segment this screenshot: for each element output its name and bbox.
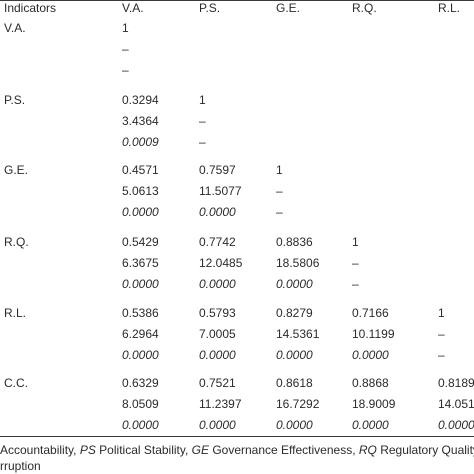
table-cell: 18.5806 bbox=[276, 256, 320, 270]
table-cell: 18.9009 bbox=[352, 397, 396, 411]
table-cell: – bbox=[276, 184, 283, 198]
table-cell: 6.2964 bbox=[122, 327, 159, 341]
table-cell: 0.5793 bbox=[199, 306, 236, 320]
table-cell: 0.7166 bbox=[352, 306, 389, 320]
table-cell: 7.0005 bbox=[199, 327, 236, 341]
table-cell: 0.0000 bbox=[352, 418, 389, 432]
table-cell: 5.0613 bbox=[122, 184, 159, 198]
table-cell: 0.0000 bbox=[199, 418, 236, 432]
footnote-abbreviation: GE bbox=[191, 443, 209, 457]
table-cell: 0.0000 bbox=[276, 277, 313, 291]
footnote-text: Accountability, bbox=[0, 443, 80, 457]
table-cell: 1 bbox=[438, 306, 445, 320]
column-header-ge: G.E. bbox=[276, 1, 301, 15]
table-cell: – bbox=[122, 63, 129, 77]
row-label-rl: R.L. bbox=[4, 306, 27, 320]
table-cell: 0.0000 bbox=[122, 418, 159, 432]
row-label-cc: C.C. bbox=[4, 376, 28, 390]
table-cell: 12.0485 bbox=[199, 256, 243, 270]
table-cell: 0.8618 bbox=[276, 376, 313, 390]
table-cell: 11.5077 bbox=[199, 184, 242, 198]
column-header-rq: R.Q. bbox=[352, 1, 377, 15]
table-cell: 11.2397 bbox=[199, 397, 242, 411]
table-cell: – bbox=[199, 114, 206, 128]
table-bottom-rule bbox=[0, 436, 474, 437]
column-header-ps: P.S. bbox=[199, 1, 221, 15]
footnote-text: Regulatory Quality, bbox=[376, 443, 474, 457]
table-cell: 6.3675 bbox=[122, 256, 159, 270]
table-top-rule bbox=[0, 0, 474, 1]
table-cell: 0.5429 bbox=[122, 235, 159, 249]
table-cell: 0.0000 bbox=[122, 277, 159, 291]
table-cell: 0.7521 bbox=[199, 376, 236, 390]
table-cell: – bbox=[438, 327, 445, 341]
table-cell: 0.6329 bbox=[122, 376, 159, 390]
table-cell: 0.0000 bbox=[438, 418, 474, 432]
table-cell: 1 bbox=[276, 163, 283, 177]
column-header-indicators: Indicators bbox=[4, 1, 57, 15]
table-cell: – bbox=[122, 42, 129, 56]
table-cell: 0.4571 bbox=[122, 163, 159, 177]
table-cell: 0.8279 bbox=[276, 306, 313, 320]
table-cell: 0.8836 bbox=[276, 235, 313, 249]
table-cell: 0.0000 bbox=[199, 348, 236, 362]
table-cell: – bbox=[438, 348, 445, 362]
table-cell: – bbox=[352, 277, 359, 291]
table-cell: 10.1199 bbox=[352, 327, 395, 341]
table-cell: 0.0009 bbox=[122, 135, 159, 149]
table-cell: 0.7597 bbox=[199, 163, 236, 177]
table-cell: 0.0000 bbox=[276, 418, 313, 432]
table-cell: 1 bbox=[199, 93, 206, 107]
table-cell: 0.5386 bbox=[122, 306, 159, 320]
table-cell: 0.0000 bbox=[276, 348, 313, 362]
column-header-va: V.A. bbox=[122, 1, 144, 15]
table-cell: 1 bbox=[352, 235, 359, 249]
footnote-line-2: rruption bbox=[0, 459, 41, 473]
table-cell: 14.051 bbox=[438, 397, 474, 411]
footnote-abbreviation: PS bbox=[79, 443, 96, 457]
footnote-line-1: Accountability, PS Political Stability, … bbox=[0, 443, 474, 457]
table-cell: 14.5361 bbox=[276, 327, 320, 341]
footnote-text: Governance Effectiveness, bbox=[209, 443, 359, 457]
table-cell: 1 bbox=[122, 21, 129, 35]
table-cell: – bbox=[352, 256, 359, 270]
table-cell: 0.0000 bbox=[122, 348, 159, 362]
table-cell: 0.0000 bbox=[352, 348, 389, 362]
table-cell: 3.4364 bbox=[122, 114, 159, 128]
table-cell: 0.8189 bbox=[438, 376, 474, 390]
row-label-ge: G.E. bbox=[4, 163, 29, 177]
row-label-rq: R.Q. bbox=[4, 235, 29, 249]
table-cell: 0.0000 bbox=[199, 205, 236, 219]
table-cell: 0.0000 bbox=[122, 205, 159, 219]
column-header-rl: R.L. bbox=[438, 1, 461, 15]
footnote-abbreviation: RQ bbox=[358, 443, 377, 457]
row-label-va: V.A. bbox=[4, 21, 26, 35]
table-cell: 0.8868 bbox=[352, 376, 389, 390]
table-cell: 16.7292 bbox=[276, 397, 320, 411]
row-label-ps: P.S. bbox=[4, 93, 26, 107]
table-cell: 0.0000 bbox=[199, 277, 236, 291]
table-cell: 8.0509 bbox=[122, 397, 159, 411]
table-cell: 0.3294 bbox=[122, 93, 159, 107]
table-cell: – bbox=[199, 135, 206, 149]
footnote-text: Political Stability, bbox=[95, 443, 192, 457]
table-cell: 0.7742 bbox=[199, 235, 236, 249]
table-cell: – bbox=[276, 205, 283, 219]
